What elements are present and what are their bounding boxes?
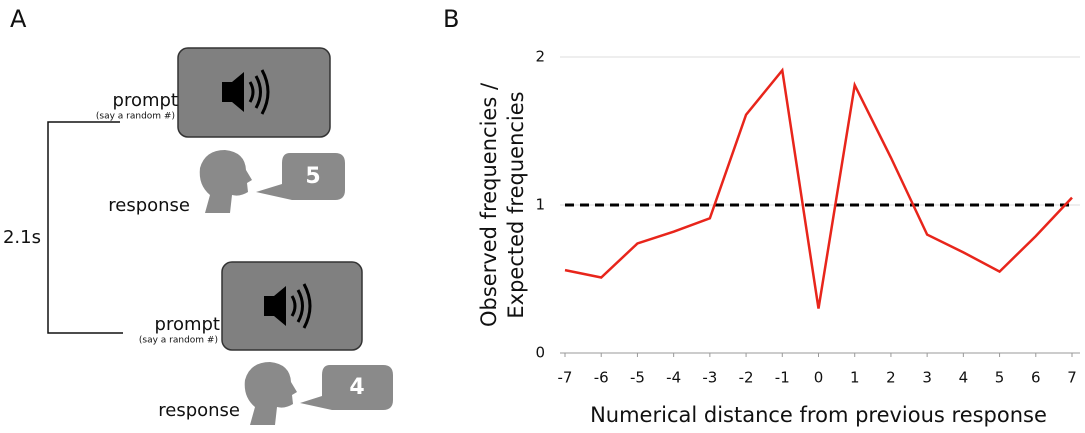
response-number: 5: [305, 164, 320, 189]
x-tick-label: 5: [995, 369, 1005, 387]
x-tick-label: -4: [666, 369, 681, 387]
speech-bubble: [300, 365, 393, 410]
x-tick-label: 0: [814, 369, 824, 387]
x-tick-label: -3: [702, 369, 717, 387]
prompt-box: [177, 47, 331, 138]
response-label: response: [108, 195, 190, 216]
head-icon: [244, 362, 297, 425]
prompt-label: prompt: [113, 90, 178, 111]
x-tick-label: -7: [558, 369, 573, 387]
x-tick-label: -6: [594, 369, 609, 387]
x-tick-label: 6: [1031, 369, 1041, 387]
panel-label: A: [10, 5, 27, 33]
chart: 0 1 2 -7 -6 -5 -4 -3 -2 -1 0 1 2 3 4 5 6 7 Numerical dista…: [477, 48, 1080, 427]
y-tick-label: 2: [535, 48, 545, 66]
x-tick-label: -5: [630, 369, 645, 387]
response-number: 4: [349, 375, 364, 400]
x-tick-label: -2: [739, 369, 754, 387]
head-icon: [199, 150, 252, 213]
y-tick-label: 0: [535, 344, 545, 362]
prompt-label: prompt: [155, 314, 220, 335]
prompt-box: [221, 261, 363, 351]
prompt-note: (say a random #): [139, 336, 218, 346]
y-axis-label: Observed frequencies /: [477, 82, 501, 327]
interval-label: 2.1s: [3, 227, 41, 248]
interval-bracket: [47, 121, 123, 334]
prompt-note: (say a random #): [96, 112, 175, 122]
x-tick-label: 3: [922, 369, 932, 387]
y-axis-label: Expected frequencies: [504, 91, 528, 318]
response-label: response: [158, 400, 240, 421]
panel-label: B: [443, 5, 459, 33]
x-tick-label: -1: [775, 369, 790, 387]
x-axis-label: Numerical distance from previous respons…: [590, 403, 1047, 427]
x-tick-label: 2: [886, 369, 896, 387]
speech-bubble: [256, 153, 345, 200]
x-tick-label: 4: [959, 369, 969, 387]
y-tick-label: 1: [535, 196, 545, 214]
data-line: [564, 67, 1073, 309]
x-tick-label: 1: [850, 369, 860, 387]
x-tick-label: 7: [1067, 369, 1077, 387]
